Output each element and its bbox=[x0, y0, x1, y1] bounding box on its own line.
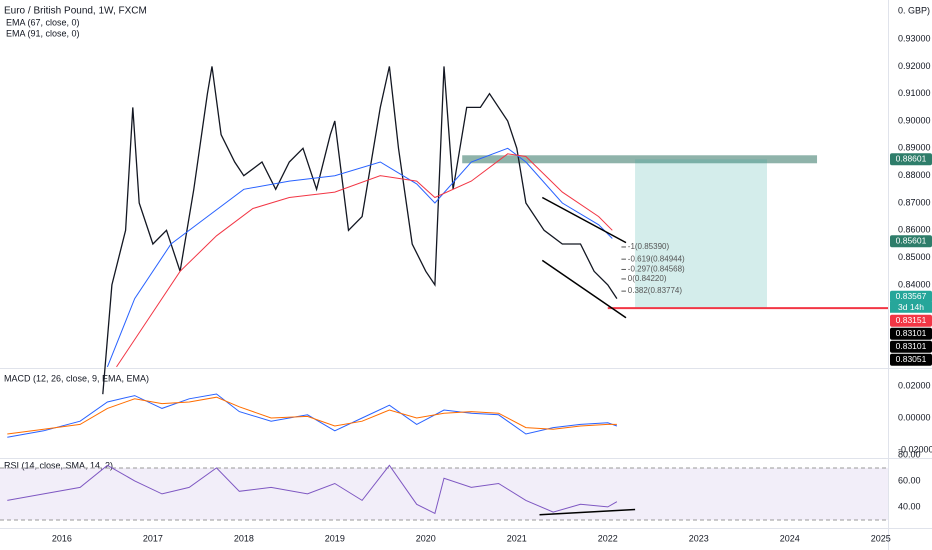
x-tick-label: 2022 bbox=[598, 533, 618, 543]
line bbox=[7, 464, 618, 515]
line bbox=[539, 508, 636, 516]
y-tick-label: 0.93000 bbox=[898, 33, 931, 43]
price-tag-label: 0.83101 bbox=[896, 328, 927, 338]
y-tick-label: 0.00000 bbox=[898, 412, 931, 422]
price-tag bbox=[890, 235, 932, 248]
x-tick-label: 2024 bbox=[780, 533, 800, 543]
line bbox=[541, 259, 627, 319]
price-tag-label: 0.83051 bbox=[896, 354, 927, 364]
price-tag-label: 0.88601 bbox=[896, 153, 927, 163]
price-tag-label: 0.83567 bbox=[896, 291, 927, 301]
legend-entry: EMA (67, close, 0) bbox=[6, 17, 80, 27]
fib-label: 0.382(0.83774) bbox=[628, 286, 683, 295]
price-tag bbox=[890, 153, 932, 166]
y-tick-label: 0.92000 bbox=[898, 61, 931, 71]
y-tick-label: 80.00 bbox=[898, 449, 921, 459]
y-tick-label: 60.00 bbox=[898, 475, 921, 485]
x-tick-label: 2021 bbox=[507, 533, 527, 543]
resistance-zone bbox=[462, 155, 818, 164]
target-box bbox=[635, 159, 767, 309]
line bbox=[7, 393, 618, 438]
rsi-label: RSI (14, close, SMA, 14, 2) bbox=[4, 460, 113, 470]
x-tick-label: 2018 bbox=[234, 533, 254, 543]
line bbox=[7, 396, 617, 435]
y-tick-label: 0.02000 bbox=[898, 380, 931, 390]
price-tag bbox=[890, 353, 932, 366]
y-tick-label: 40.00 bbox=[898, 501, 921, 511]
price-tag-label: 3d 14h bbox=[898, 302, 924, 312]
price-tag bbox=[890, 327, 932, 340]
fib-label: -0.619(0.84944) bbox=[628, 254, 685, 263]
price-tag bbox=[890, 314, 932, 327]
line bbox=[541, 196, 627, 244]
price-tag bbox=[890, 340, 932, 353]
y-tick-label: 0.85000 bbox=[898, 252, 931, 262]
chart-title: Euro / British Pound, 1W, FXCM bbox=[4, 6, 147, 17]
x-tick-label: 2016 bbox=[52, 533, 72, 543]
macd-label: MACD (12, 26, close, 9, EMA, EMA) bbox=[4, 373, 149, 383]
y-tick-label: 0.84000 bbox=[898, 279, 931, 289]
price-tag-label: 0.83151 bbox=[896, 315, 927, 325]
y-tick-label: 0.90000 bbox=[898, 115, 931, 125]
x-tick-label: 2020 bbox=[416, 533, 436, 543]
y-tick-label: 0.86000 bbox=[898, 225, 931, 235]
rsi-band bbox=[0, 467, 888, 520]
x-tick-label: 2023 bbox=[689, 533, 709, 543]
price-tag-label: 0.85601 bbox=[896, 235, 927, 245]
price-tag-label: 0.83101 bbox=[896, 341, 927, 351]
x-tick-label: 2019 bbox=[325, 533, 345, 543]
x-tick-label: 2017 bbox=[143, 533, 163, 543]
fib-label: -1(0.85390) bbox=[628, 242, 670, 251]
price-tag bbox=[890, 290, 932, 303]
y-tick-label: 0.87000 bbox=[898, 197, 931, 207]
y-tick-label: 0.88000 bbox=[898, 170, 931, 180]
line bbox=[106, 147, 613, 368]
y-tick-label: 0.89000 bbox=[898, 143, 931, 153]
y-tick-label: -0.02000 bbox=[898, 444, 932, 454]
currency: 0. GBP) bbox=[898, 5, 930, 15]
x-tick-label: 2025 bbox=[871, 533, 891, 543]
fib-label: -0.297(0.84568) bbox=[628, 265, 685, 274]
fib-label: 0(0.84220) bbox=[628, 274, 667, 283]
line bbox=[116, 153, 613, 368]
price-tag bbox=[890, 301, 932, 313]
legend-entry: EMA (91, close, 0) bbox=[6, 28, 80, 38]
y-tick-label: 0.91000 bbox=[898, 88, 931, 98]
